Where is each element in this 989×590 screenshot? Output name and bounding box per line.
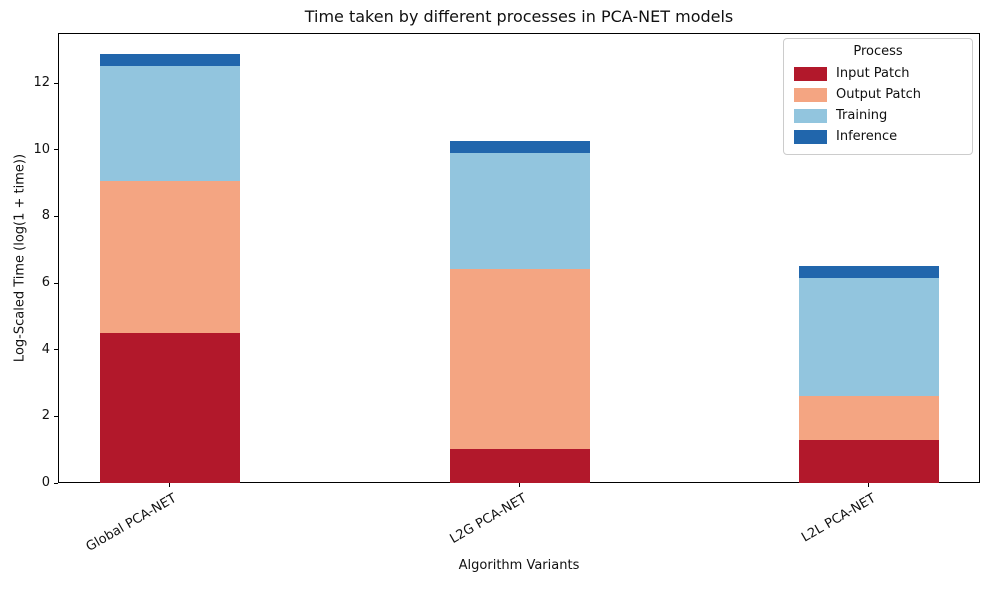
legend-entry: Input Patch [794,63,962,84]
x-tick-label: L2G PCA-NET [447,491,529,547]
bar-segment-output-patch [798,396,939,441]
x-axis-title: Algorithm Variants [458,558,580,573]
x-tick-label: L2L PCA-NET [798,491,878,546]
bar-segment-training [798,278,939,397]
legend-swatch-icon [794,66,827,81]
y-tick-mark [54,82,58,84]
y-tick-mark [54,482,58,484]
y-tick-label: 0 [41,475,50,490]
bar-segment-input-patch [99,332,240,483]
y-tick-label: 4 [41,341,50,357]
x-tick-mark [868,483,869,487]
y-tick-label: 12 [33,75,50,90]
bar-segment-input-patch [798,440,939,483]
bar-segment-output-patch [99,181,240,333]
legend-entry: Inference [794,126,962,147]
y-tick-mark [54,149,58,151]
legend-swatch-icon [794,129,827,144]
legend-label: Input Patch [836,66,910,81]
bar-segment-output-patch [449,268,590,450]
bar-segment-training [99,66,240,182]
y-axis-title: Log-Scaled Time (log(1 + time)) [12,153,28,363]
y-tick-mark [54,282,58,284]
legend-swatch-icon [794,87,827,102]
bar-segment-input-patch [449,449,590,483]
bar-segment-training [449,152,590,269]
legend-entry: Output Patch [794,84,962,105]
legend-title: Process [853,44,903,59]
y-tick-label: 6 [41,275,50,290]
legend-entry: Training [794,105,962,126]
x-tick-label: Global PCA-NET [83,491,179,555]
legend-label: Inference [836,129,898,144]
x-tick-mark [169,483,170,487]
legend-swatch-icon [794,108,827,123]
y-tick-label: 2 [41,408,50,424]
bar-segment-inference [449,141,590,153]
legend: Process Input Patch Output Patch Training I… [783,38,973,155]
legend-entries: Input Patch Output Patch Training Inference [794,63,962,147]
y-tick-label: 8 [41,208,50,224]
chart-title: Time taken by different processes in PCA… [304,7,734,26]
legend-label: Output Patch [836,87,921,102]
legend-label: Training [836,108,888,123]
y-tick-mark [54,215,58,217]
y-tick-mark [54,349,58,351]
y-tick-mark [54,415,58,417]
y-tick-label: 10 [33,141,50,157]
bar-segment-inference [798,265,939,278]
bar-segment-inference [99,53,240,67]
x-tick-mark [519,483,520,487]
